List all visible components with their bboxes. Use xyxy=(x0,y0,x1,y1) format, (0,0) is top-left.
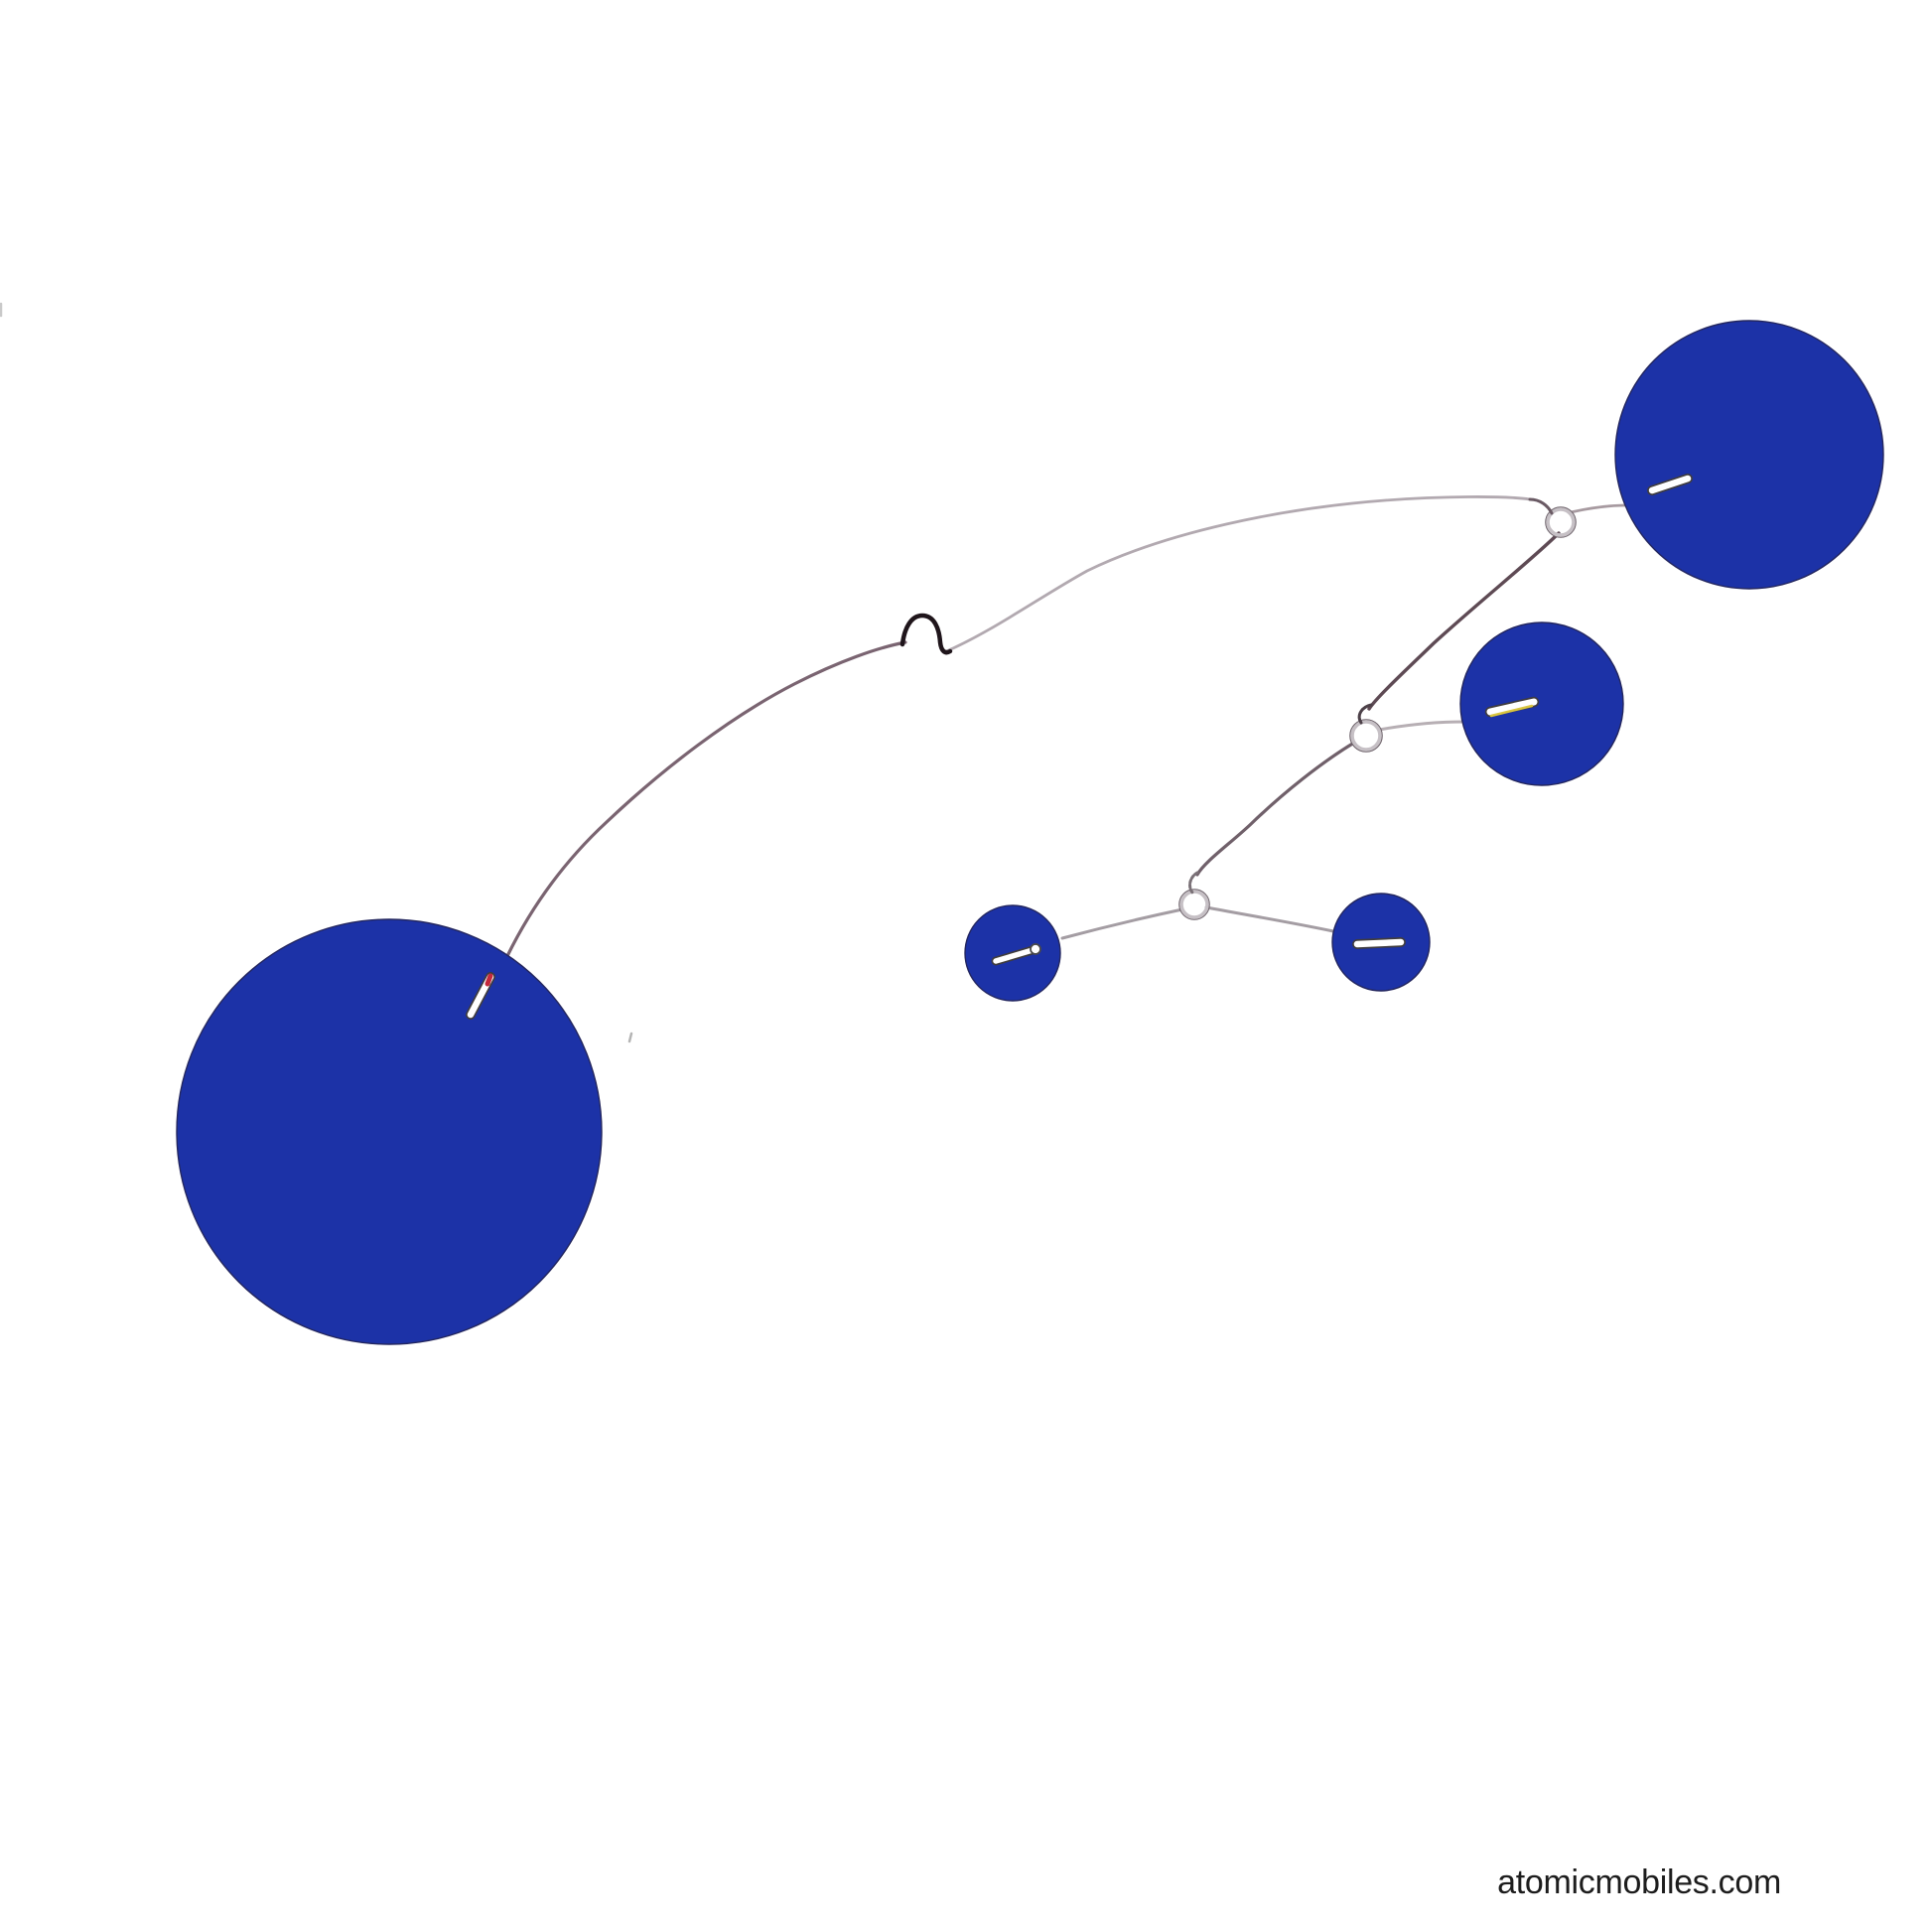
photo-speck xyxy=(627,1032,633,1043)
arm4-left-wire xyxy=(1060,907,1184,940)
arm1-end-hook xyxy=(1528,497,1554,515)
rivet-small-left-disc xyxy=(993,947,1035,964)
arm4-right-wire xyxy=(1204,905,1335,933)
arm2-lower-wire xyxy=(1367,531,1561,711)
arm3-right-wire xyxy=(1377,720,1466,732)
disc-medium-right xyxy=(1459,621,1624,786)
hanging-hook-wire xyxy=(899,613,953,655)
pivot-ring-bottom-edge xyxy=(1178,889,1210,920)
disc-large-left xyxy=(176,918,603,1345)
arm2-upper-wire xyxy=(1569,503,1628,514)
rivet-yellow-edge xyxy=(1489,704,1534,718)
rivet-large-right-disc xyxy=(1648,475,1692,494)
pin-curl xyxy=(1030,943,1041,955)
arm1-left-wire xyxy=(505,640,907,958)
arm2-end-hook xyxy=(1357,703,1373,725)
rivet-medium-right-disc xyxy=(1486,698,1538,716)
watermark-url: atomicmobiles.com xyxy=(1497,1863,1781,1901)
pivot-ring-top xyxy=(1546,507,1576,537)
arm3-end-hook xyxy=(1188,871,1199,895)
pivot-ring-middle-edge xyxy=(1349,719,1383,753)
pivot-ring-top-edge xyxy=(1545,506,1577,538)
arm1-right-wire xyxy=(942,495,1532,654)
pivot-ring-middle xyxy=(1350,720,1382,752)
arm3-left-wire xyxy=(1195,741,1356,877)
disc-large-right xyxy=(1614,320,1884,590)
rivet-small-right-disc xyxy=(1353,938,1405,948)
pivot-ring-bottom xyxy=(1179,890,1209,919)
rivet-red-tip xyxy=(484,973,493,987)
